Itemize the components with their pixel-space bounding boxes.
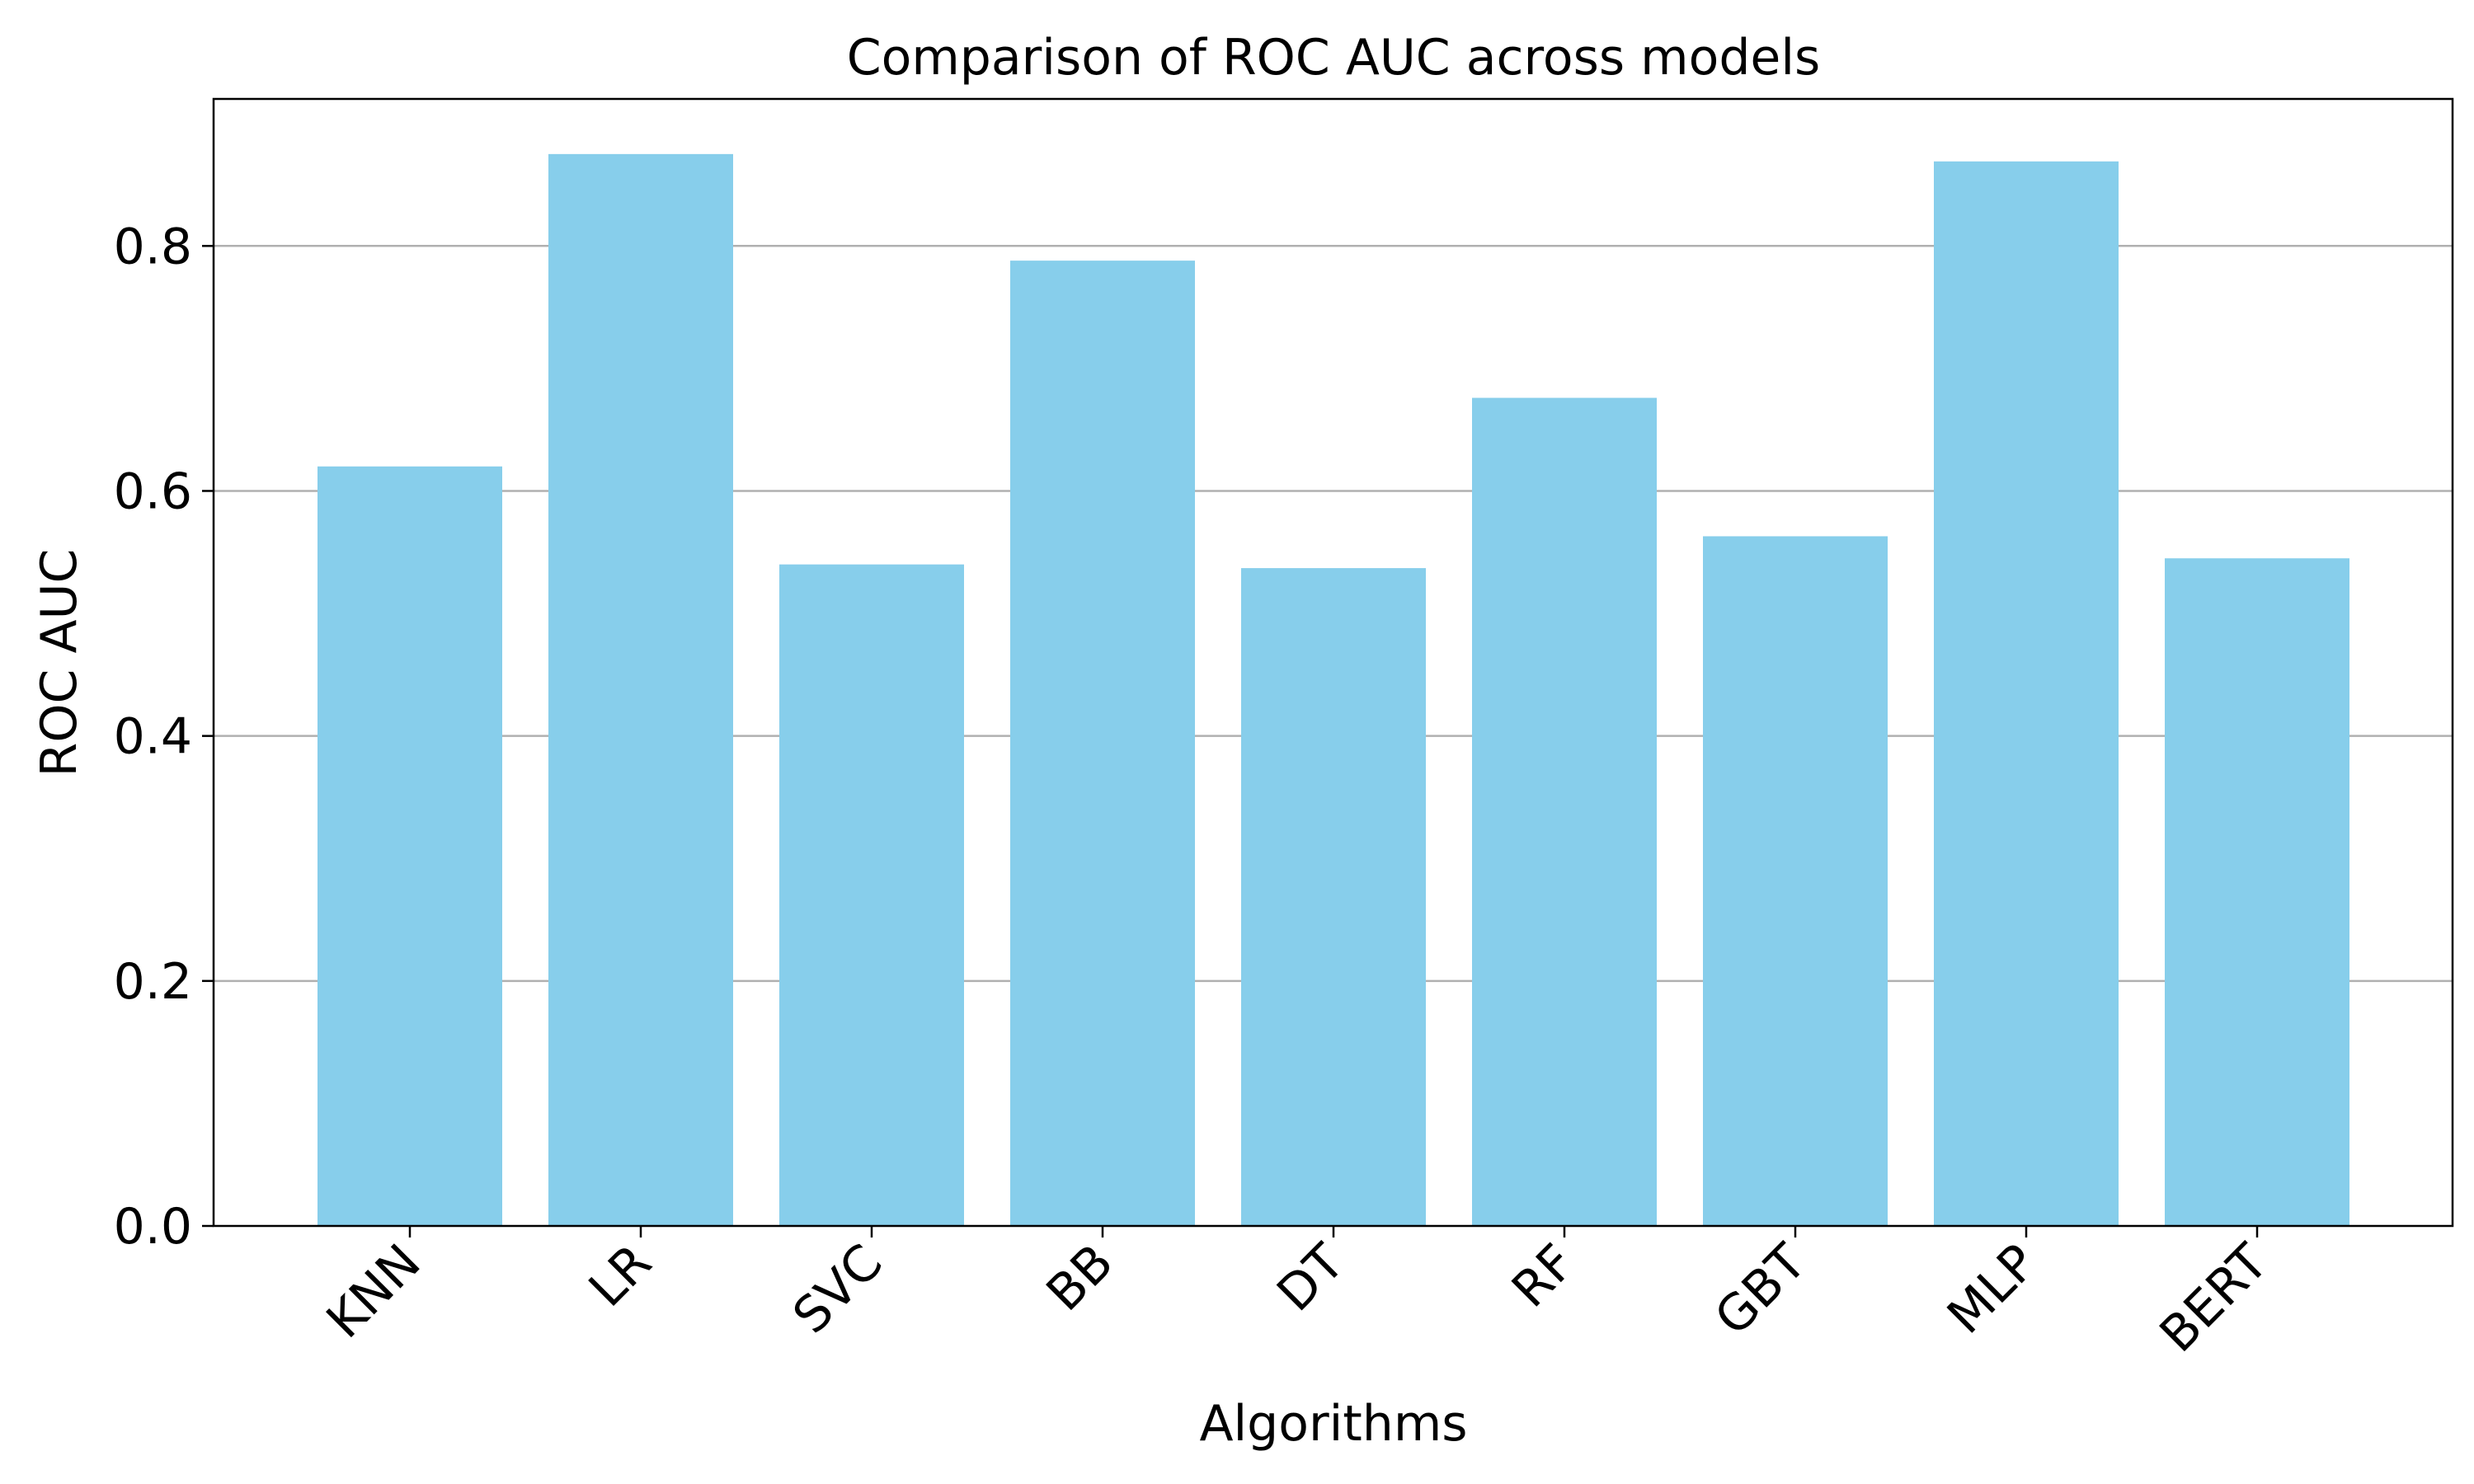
y-tick-label: 0.2: [114, 953, 192, 1011]
y-tick-label: 0.4: [114, 708, 192, 766]
bars: [317, 153, 2349, 1227]
x-tick-label-dt: DT: [1267, 1233, 1356, 1322]
y-tick-label: 0.0: [114, 1198, 192, 1256]
bar-rf: [1472, 397, 1657, 1226]
bar-mlp: [1934, 161, 2119, 1227]
bar-svc: [779, 564, 964, 1226]
bar-gbt: [1703, 536, 1888, 1226]
y-tick-label: 0.6: [114, 463, 192, 520]
bar-lr: [548, 153, 733, 1226]
x-tick-label-gbt: GBT: [1704, 1233, 1818, 1347]
bar-dt: [1241, 568, 1426, 1226]
y-axis-label: ROC AUC: [31, 549, 88, 777]
x-axis-label: Algorithms: [1199, 1395, 1467, 1453]
chart-title: Comparison of ROC AUC across models: [847, 29, 1821, 87]
x-tick-label-svc: SVC: [783, 1233, 894, 1345]
bar-bert: [2165, 558, 2349, 1226]
x-tick-label-bb: BB: [1036, 1233, 1125, 1322]
y-axis-ticks: 0.0 0.2 0.4 0.6 0.8: [114, 218, 214, 1256]
x-tick-label-knn: KNN: [316, 1233, 432, 1350]
x-axis-ticks: KNN LR SVC BB DT RF GBT MLP BERT: [316, 1226, 2279, 1364]
bar-bb: [1010, 261, 1195, 1227]
x-tick-label-lr: LR: [578, 1233, 663, 1318]
x-tick-label-bert: BERT: [2149, 1233, 2279, 1364]
x-tick-label-rf: RF: [1501, 1233, 1586, 1318]
bar-knn: [317, 466, 502, 1226]
x-tick-label-mlp: MLP: [1936, 1233, 2048, 1345]
y-tick-label: 0.8: [114, 218, 192, 275]
